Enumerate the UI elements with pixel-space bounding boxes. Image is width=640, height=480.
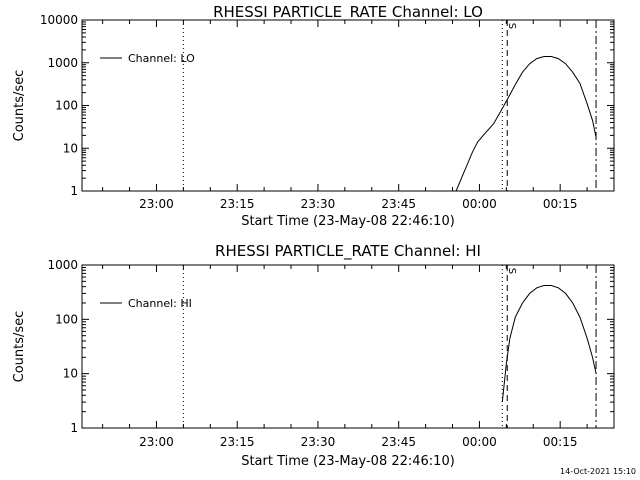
y-tick-label: 100 [55,99,78,113]
x-tick-label: 00:15 [543,435,578,449]
marker-label: S [506,23,517,29]
legend-label: Channel: LO [128,52,195,65]
y-tick-label: 100 [55,312,78,326]
x-tick-label: 00:00 [462,197,497,211]
plot-frame [81,264,615,429]
legend-label: Channel: HI [128,297,192,310]
x-tick-label: 23:30 [301,435,336,449]
x-axis-label: Start Time (23-May-08 22:46:10) [241,214,455,229]
plot-frame [81,19,615,192]
y-tick-label: 1 [70,421,78,435]
x-tick-label: 00:00 [462,435,497,449]
series-line [501,285,597,403]
x-tick-label: 23:45 [381,435,416,449]
y-tick-label: 1000 [47,258,78,272]
chart-title: RHESSI PARTICLE_RATE Channel: HI [215,242,481,261]
y-tick-label: 1000 [47,56,78,70]
x-axis-label: Start Time (23-May-08 22:46:10) [241,454,455,469]
x-tick-label: 23:15 [220,197,255,211]
y-tick-label: 10 [63,367,78,381]
y-tick-label: 10000 [40,13,78,27]
x-tick-label: 23:00 [139,197,174,211]
x-tick-label: 23:00 [139,435,174,449]
chart-panel-1: RHESSI PARTICLE_RATE Channel: HI 1 10 100 10… [12,242,615,469]
y-axis-label: Counts/sec [12,70,27,142]
chart-title: RHESSI PARTICLE_RATE Channel: LO [213,3,483,22]
x-tick-label: 00:15 [543,197,578,211]
marker-label: S [506,268,517,274]
timestamp-label: 14-Oct-2021 15:10 [560,467,636,476]
y-tick-label: 10 [63,141,78,155]
series-line [452,56,597,192]
x-tick-label: 23:15 [220,435,255,449]
x-tick-label: 23:45 [381,197,416,211]
chart-panel-0: RHESSI PARTICLE_RATE Channel: LO 1 10 100 10… [12,3,615,229]
y-tick-label: 1 [70,184,78,198]
y-axis-label: Counts/sec [12,311,27,383]
x-tick-label: 23:30 [301,197,336,211]
